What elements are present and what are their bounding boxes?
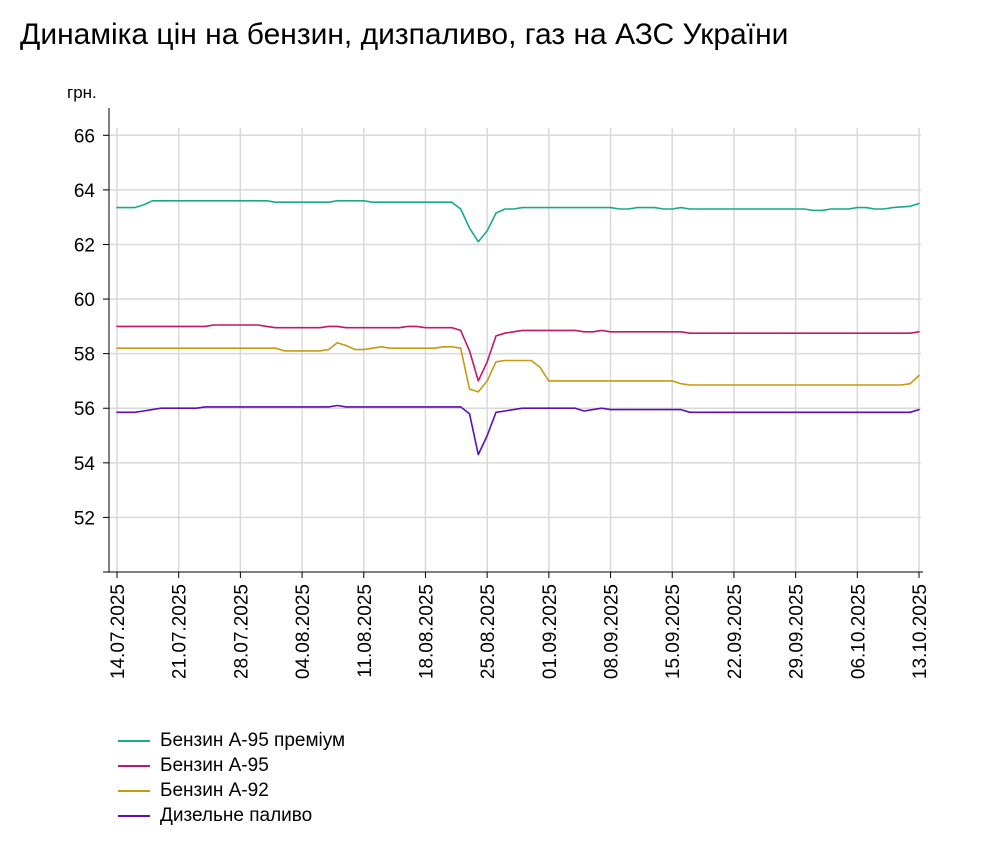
y-tick-label: 60 bbox=[74, 290, 95, 311]
legend-label: Бензин А-92 bbox=[160, 779, 269, 801]
series-line-3 bbox=[116, 341, 920, 393]
x-tick-label: 04.08.2025 bbox=[293, 584, 314, 679]
x-tick-label: 28.07.2025 bbox=[231, 584, 252, 679]
series-line-4 bbox=[116, 404, 920, 456]
x-tick-label: 14.07.2025 bbox=[108, 584, 129, 679]
y-tick-label: 52 bbox=[74, 508, 95, 529]
y-tick-label: 56 bbox=[74, 399, 95, 420]
legend-swatch bbox=[118, 814, 150, 817]
legend: Бензин А-95 преміум Бензин А-95 Бензин А-9… bbox=[118, 728, 345, 828]
x-tick-label: 15.09.2025 bbox=[663, 584, 684, 679]
x-tick-label: 22.09.2025 bbox=[725, 584, 746, 679]
y-tick-label: 62 bbox=[74, 235, 95, 256]
y-tick-label: 64 bbox=[74, 181, 96, 202]
x-tick-label: 21.07.2025 bbox=[170, 584, 191, 679]
tick-labels: 52 54 56 58 60 62 64 66 грн. 14.07.2025 21.07.2025… bbox=[67, 83, 931, 679]
y-tick-label: 66 bbox=[74, 126, 95, 147]
legend-swatch bbox=[118, 789, 150, 792]
legend-item: Дизельне паливо bbox=[118, 803, 345, 828]
y-axis-label: грн. bbox=[67, 83, 97, 102]
legend-label: Бензин А-95 преміум bbox=[160, 729, 346, 751]
x-tick-label: 01.09.2025 bbox=[540, 584, 561, 679]
y-tick-label: 58 bbox=[74, 345, 95, 366]
x-tick-label: 13.10.2025 bbox=[910, 584, 931, 679]
legend-label: Дизельне паливо bbox=[160, 804, 313, 826]
series-line-2 bbox=[116, 324, 920, 382]
x-tick-label: 06.10.2025 bbox=[848, 584, 869, 679]
y-tick-label: 54 bbox=[74, 454, 96, 475]
legend-item: Бензин А-92 bbox=[118, 778, 345, 803]
axes bbox=[103, 108, 923, 578]
x-tick-label: 08.09.2025 bbox=[602, 584, 623, 679]
legend-item: Бензин А-95 преміум bbox=[118, 728, 345, 753]
chart-title: Динаміка цін на бензин, дизпаливо, газ н… bbox=[20, 18, 789, 51]
x-tick-label: 11.08.2025 bbox=[355, 584, 376, 678]
x-tick-label: 29.09.2025 bbox=[787, 584, 808, 679]
legend-swatch bbox=[118, 764, 150, 767]
x-tick-label: 25.08.2025 bbox=[478, 584, 499, 679]
grid bbox=[109, 128, 921, 572]
legend-label: Бензин А-95 bbox=[160, 754, 269, 776]
x-tick-label: 18.08.2025 bbox=[416, 584, 437, 679]
legend-item: Бензин А-95 bbox=[118, 753, 345, 778]
series-line-1 bbox=[116, 200, 920, 243]
legend-swatch bbox=[118, 739, 150, 742]
series-lines bbox=[116, 200, 920, 456]
